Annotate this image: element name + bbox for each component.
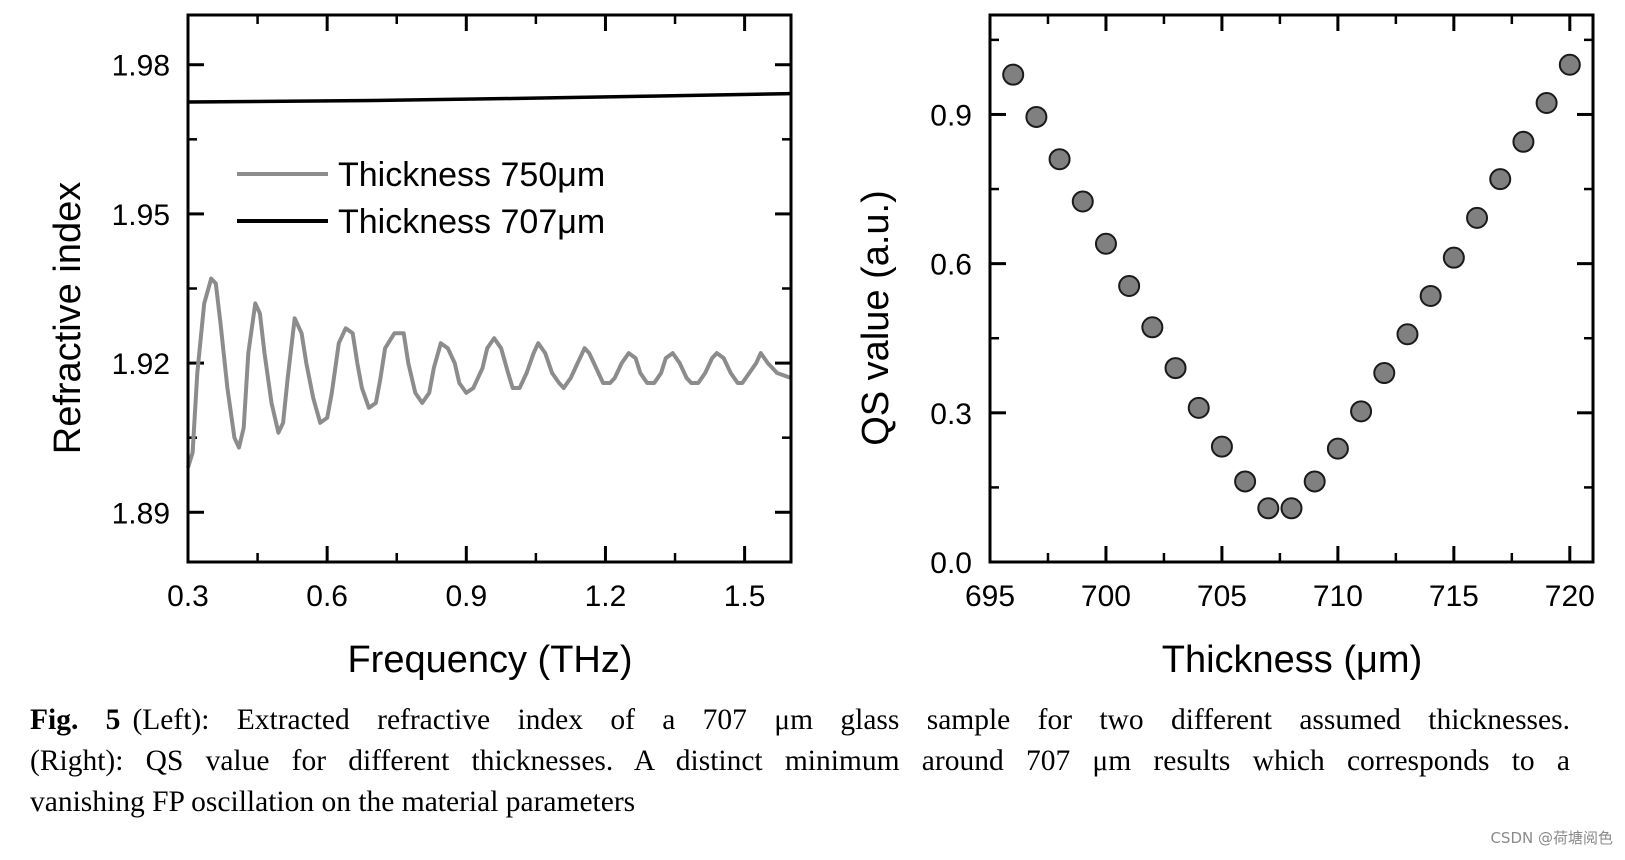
x-tick-label: 0.6 — [306, 580, 348, 613]
data-point — [1558, 53, 1581, 76]
y-tick-label: 1.98 — [112, 50, 170, 83]
caption-line-3: vanishing FP oscillation on the material… — [30, 786, 636, 818]
data-point — [1164, 357, 1187, 380]
right-x-axis-label: Thickness (μm) — [1162, 639, 1422, 681]
data-point — [1303, 470, 1326, 493]
x-tick-label: 720 — [1545, 580, 1595, 613]
legend-label-707: Thickness 707μm — [338, 203, 605, 241]
legend-label-750: Thickness 750μm — [338, 156, 605, 194]
caption-line-1: Fig. 5 (Left): Extracted refractive index… — [30, 700, 1570, 741]
y-tick-label: 0.6 — [930, 249, 972, 282]
caption-text-1: (Left): Extracted refractive index of a … — [132, 704, 1570, 736]
data-point — [1489, 168, 1512, 191]
series-line-750um — [186, 276, 792, 469]
figure-caption: Fig. 5 (Left): Extracted refractive index… — [30, 700, 1570, 823]
data-point — [1419, 284, 1442, 307]
x-tick-label: 710 — [1313, 580, 1363, 613]
data-point — [1535, 92, 1558, 115]
x-tick-label: 1.2 — [585, 580, 627, 613]
left-chart: 0.3 0.6 0.9 1.2 1.5 1.89 1.92 1.95 1.98 Frequenc… — [47, 13, 793, 681]
data-point — [1048, 148, 1071, 171]
y-tick-label: 0.3 — [930, 398, 972, 431]
data-point — [1141, 316, 1164, 339]
data-point — [1512, 130, 1535, 153]
x-tick-label: 0.3 — [167, 580, 209, 613]
data-point — [1442, 246, 1465, 269]
series-line-707um — [187, 91, 792, 104]
y-tick-label: 1.95 — [112, 199, 170, 232]
x-tick-label: 1.5 — [724, 580, 766, 613]
left-y-axis-label: Refractive index — [47, 182, 89, 454]
data-point — [1071, 190, 1094, 213]
y-tick-label: 0.9 — [930, 99, 972, 132]
data-point — [1350, 400, 1373, 423]
right-chart: 695 700 705 710 715 720 0.0 0.3 0.6 0.9 Thickness… — [855, 13, 1595, 681]
figure-label: Fig. 5 — [30, 704, 121, 736]
right-y-axis-label: QS value (a.u.) — [855, 190, 897, 446]
x-tick-label: 695 — [965, 580, 1015, 613]
data-point — [1002, 63, 1025, 86]
data-point — [1466, 206, 1489, 229]
left-x-axis-label: Frequency (THz) — [347, 639, 632, 681]
left-legend: Thickness 750μm Thickness 707μm — [237, 156, 605, 241]
x-tick-label: 0.9 — [445, 580, 487, 613]
data-point — [1280, 497, 1303, 520]
caption-line-2: (Right): QS value for different thicknes… — [30, 745, 1570, 777]
data-point — [1025, 105, 1048, 128]
data-point — [1187, 396, 1210, 419]
y-tick-label: 0.0 — [930, 547, 972, 580]
x-tick-label: 705 — [1197, 580, 1247, 613]
y-tick-label: 1.89 — [112, 497, 170, 530]
data-point — [1257, 497, 1280, 520]
data-point — [1326, 437, 1349, 460]
x-tick-label: 715 — [1429, 580, 1479, 613]
data-point — [1234, 470, 1257, 493]
data-point — [1094, 232, 1117, 255]
watermark: CSDN @荷塘阅色 — [1490, 829, 1613, 847]
right-plot-frame — [988, 13, 1595, 564]
data-point — [1210, 435, 1233, 458]
data-point — [1373, 362, 1396, 385]
data-point — [1118, 275, 1141, 298]
x-tick-label: 700 — [1081, 580, 1131, 613]
data-point — [1396, 323, 1419, 346]
left-plot-frame — [186, 13, 793, 564]
y-tick-label: 1.92 — [112, 348, 170, 381]
figure: 0.3 0.6 0.9 1.2 1.5 1.89 1.92 1.95 1.98 Frequenc… — [47, 13, 1595, 681]
